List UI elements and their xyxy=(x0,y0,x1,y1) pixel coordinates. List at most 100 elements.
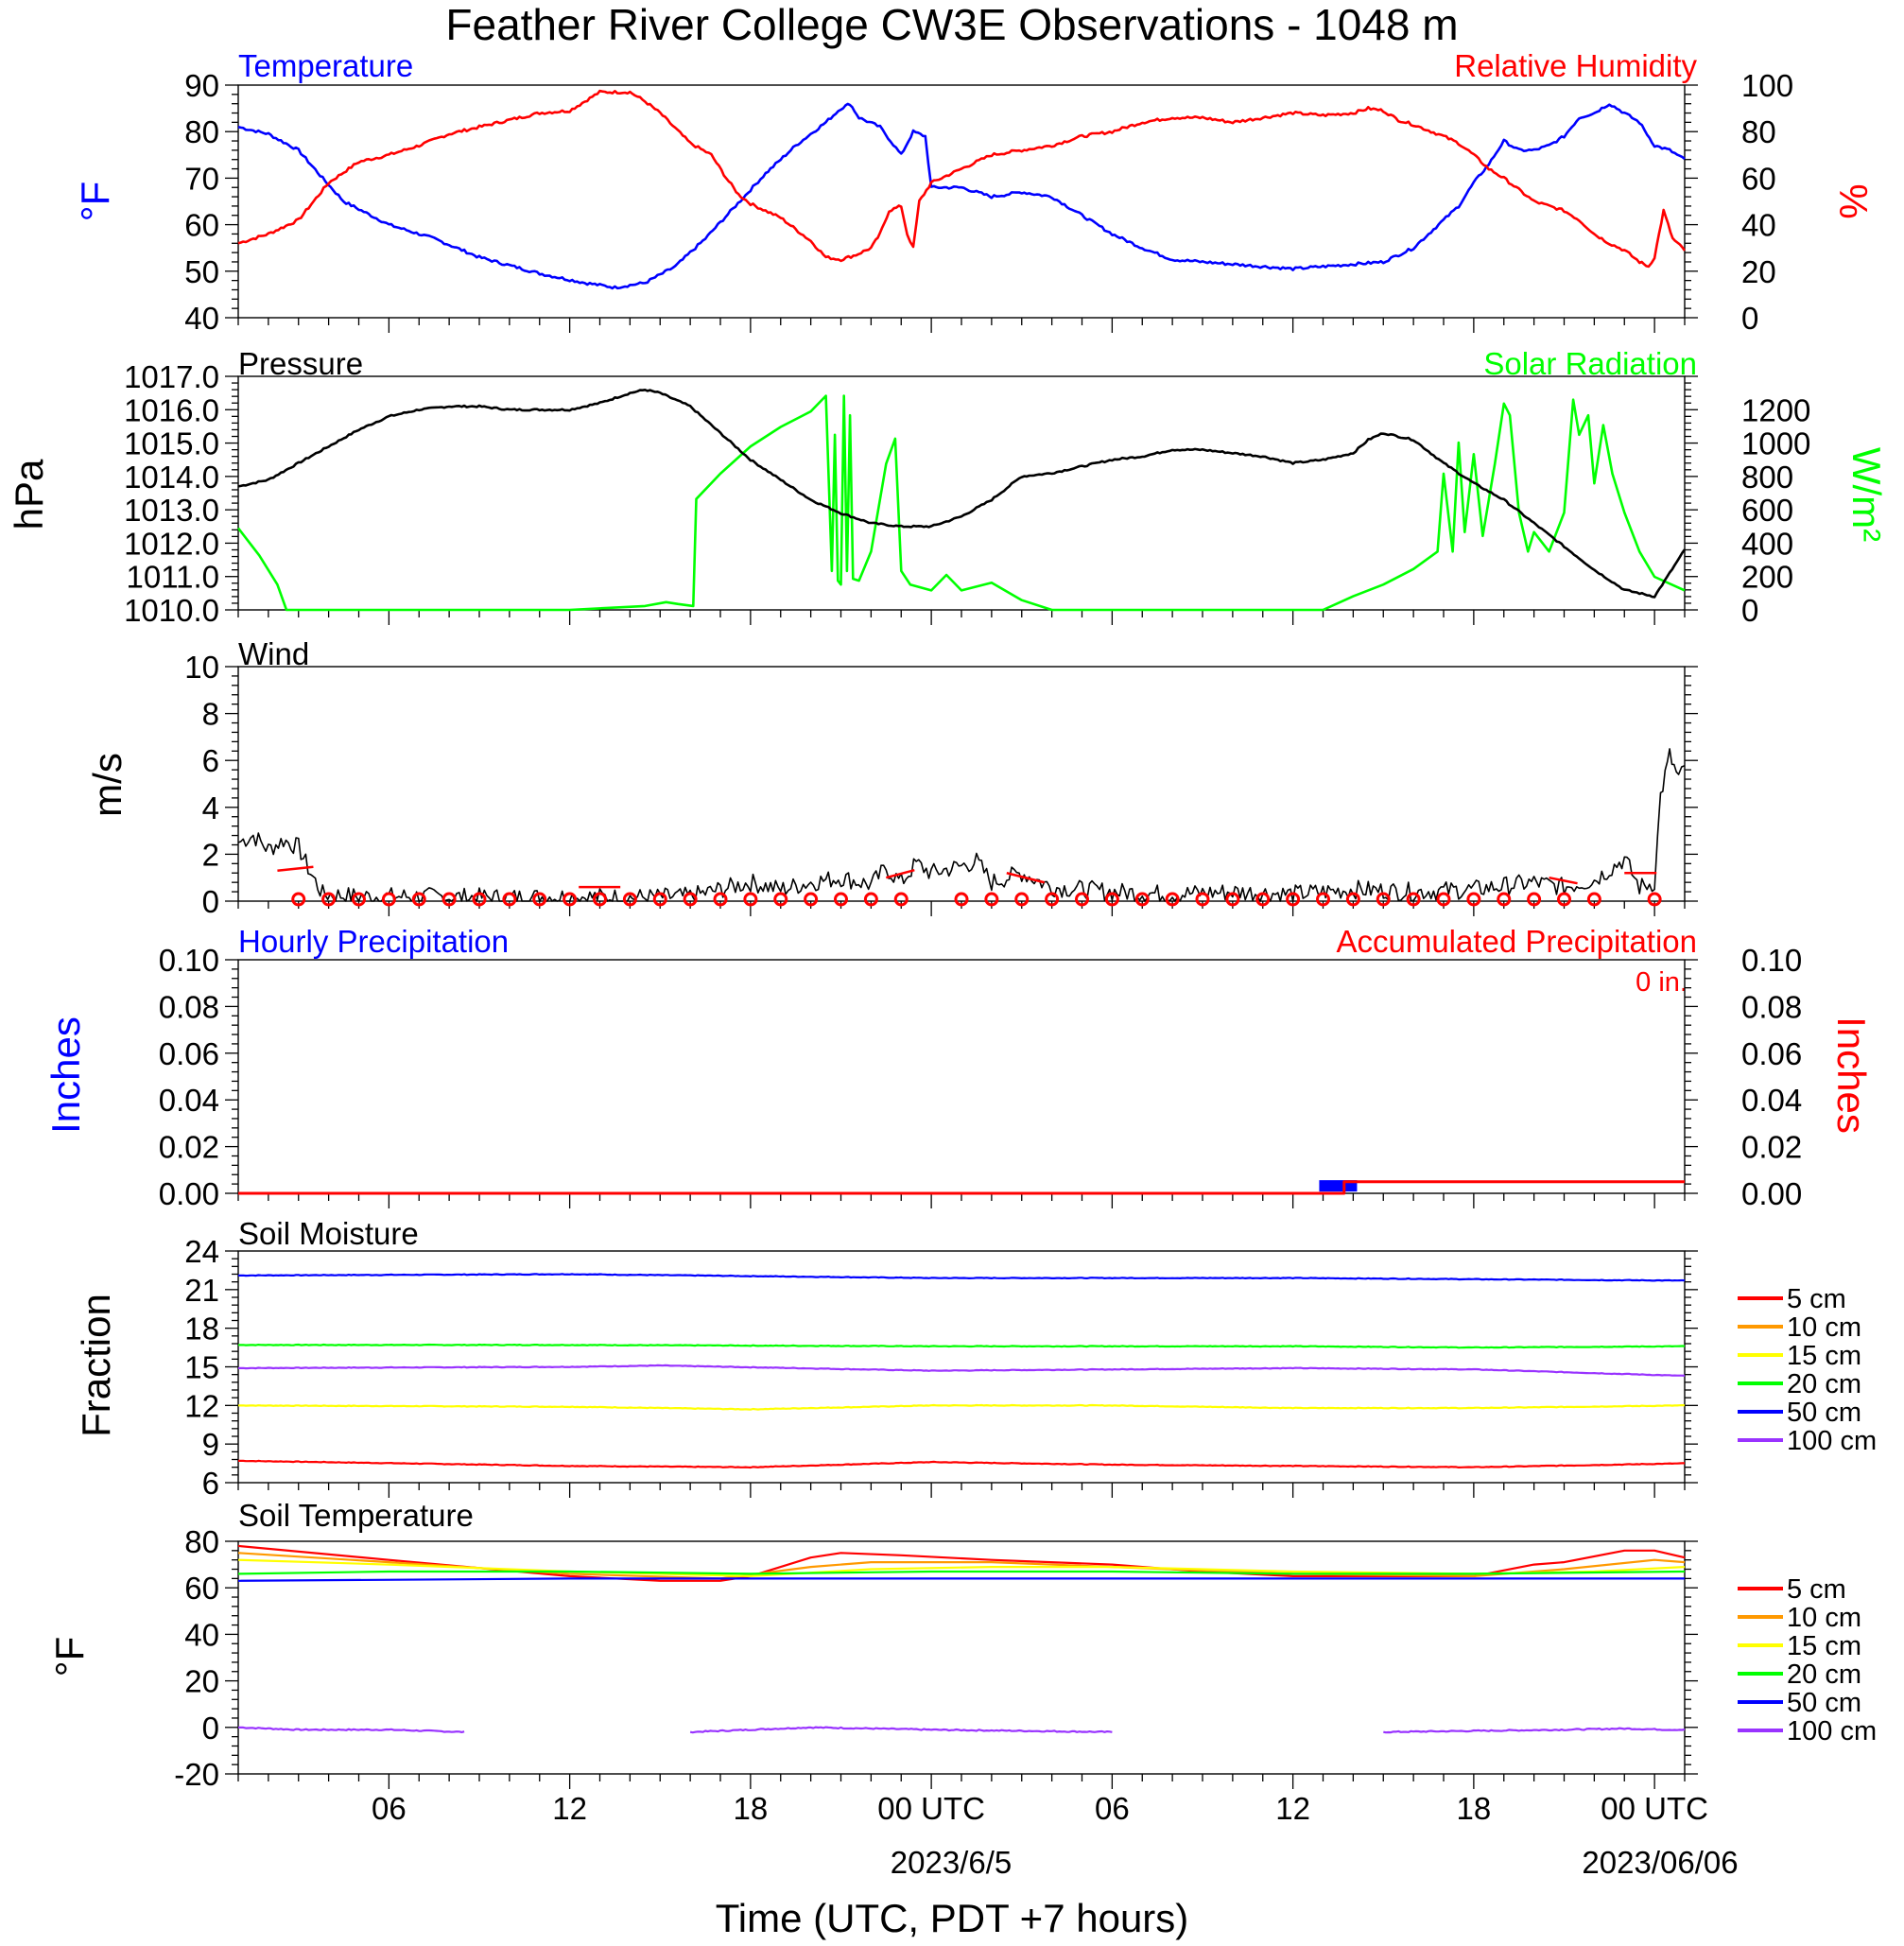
wind-barb xyxy=(1006,872,1046,884)
y-right-tick-label: 60 xyxy=(1741,161,1776,196)
y-tick-label: 4 xyxy=(202,791,219,825)
legend-label: 5 cm xyxy=(1787,1284,1846,1314)
y-right-tick-label: 100 xyxy=(1741,68,1793,103)
calm-wind-marker xyxy=(502,892,517,907)
wind-barb xyxy=(277,865,314,873)
date-label-2: 2023/06/06 xyxy=(1582,1845,1738,1880)
legend-label: 50 cm xyxy=(1787,1398,1861,1428)
y-tick-label: 10 xyxy=(184,650,219,685)
solar-unit: W/m² xyxy=(1844,447,1889,542)
calm-wind-marker xyxy=(1345,892,1360,907)
soil-temp-line xyxy=(237,1570,1686,1575)
y-tick-label: 0 xyxy=(202,884,219,919)
calm-wind-marker xyxy=(1255,892,1271,907)
legend-label: 15 cm xyxy=(1787,1341,1861,1371)
y-tick-label: 1016.0 xyxy=(124,392,219,427)
legend-label: 5 cm xyxy=(1787,1574,1846,1605)
wind-barb xyxy=(885,868,915,879)
y-tick-label: 60 xyxy=(184,1571,219,1606)
panel-wind: 0 2 4 6 8 10 xyxy=(184,650,1698,919)
x-tick-label: 18 xyxy=(734,1791,769,1826)
y-tick-label: 90 xyxy=(184,68,219,103)
x-tick-label: 00 UTC xyxy=(1601,1791,1708,1826)
solar-label: Solar Radiation xyxy=(1483,346,1697,381)
calm-wind-marker xyxy=(1286,892,1301,907)
temperature-unit: °F xyxy=(73,182,117,221)
calm-wind-marker xyxy=(1165,892,1180,907)
precip-right-unit: Inches xyxy=(1829,1016,1874,1134)
y-tick-label: 80 xyxy=(184,114,219,149)
y-right-tick-label: 0.10 xyxy=(1741,943,1802,978)
calm-wind-marker xyxy=(352,892,366,907)
legend-label: 20 cm xyxy=(1787,1659,1861,1690)
y-tick-label: 1013.0 xyxy=(124,493,219,528)
soil-temp-line xyxy=(237,1544,1686,1582)
calm-wind-marker xyxy=(1045,892,1060,907)
y-tick-label: 9 xyxy=(202,1427,219,1462)
soil-moisture-line xyxy=(237,1403,1686,1411)
calm-wind-marker xyxy=(1316,892,1330,907)
precip-left-unit: Inches xyxy=(43,1016,88,1134)
y-tick-label: 0.04 xyxy=(159,1083,219,1118)
soil-moisture-line xyxy=(238,1459,1685,1469)
panel-precip: 0.00 0.00 0.02 0.02 0.04 0.04 0.06 0.06 0.08 0.08… xyxy=(159,943,1802,1211)
y-right-tick-label: 40 xyxy=(1741,208,1776,243)
y-right-tick-label: 0.02 xyxy=(1741,1130,1802,1165)
y-tick-label: 70 xyxy=(184,161,219,196)
pressure-unit: hPa xyxy=(7,459,51,530)
y-tick-label: -20 xyxy=(174,1757,219,1792)
calm-wind-marker xyxy=(652,892,667,907)
y-tick-label: 40 xyxy=(184,1617,219,1652)
calm-wind-marker xyxy=(381,892,396,907)
x-tick-label: 18 xyxy=(1457,1791,1492,1826)
calm-wind-marker xyxy=(622,892,637,907)
y-tick-label: 40 xyxy=(184,301,219,336)
calm-wind-marker xyxy=(441,892,457,907)
y-tick-label: 12 xyxy=(184,1388,219,1423)
hourly-precip-label: Hourly Precipitation xyxy=(238,924,509,959)
y-tick-label: 60 xyxy=(184,208,219,243)
legend-label: 20 cm xyxy=(1787,1369,1861,1399)
x-tick-label: 06 xyxy=(372,1791,407,1826)
calm-wind-marker xyxy=(1406,892,1421,907)
y-tick-label: 0.06 xyxy=(159,1036,219,1071)
y-tick-label: 0.10 xyxy=(159,943,219,978)
soil-temp-line xyxy=(237,1552,1686,1580)
y-tick-label: 0.00 xyxy=(159,1176,219,1211)
calm-wind-marker xyxy=(1225,892,1240,907)
calm-wind-marker xyxy=(1075,892,1089,907)
y-right-tick-label: 1000 xyxy=(1741,426,1810,461)
y-right-tick-label: 800 xyxy=(1741,460,1793,495)
legend-label: 100 cm xyxy=(1787,1716,1877,1746)
y-tick-label: 6 xyxy=(202,743,219,778)
solar-radiation-line xyxy=(236,394,1686,612)
y-tick-label: 18 xyxy=(184,1312,219,1347)
y-tick-label: 6 xyxy=(202,1466,219,1501)
date-label-1: 2023/6/5 xyxy=(891,1845,1012,1880)
y-tick-label: 8 xyxy=(202,697,219,732)
wind-barb xyxy=(1549,876,1578,885)
calm-wind-marker xyxy=(1466,892,1481,907)
soil-temp-line xyxy=(237,1577,1685,1582)
calm-wind-marker xyxy=(321,892,337,907)
panel-temp_rh: 40 0 50 20 60 40 70 60 80 80 90 100 xyxy=(184,68,1793,336)
x-tick-label: 12 xyxy=(552,1791,587,1826)
panel-pressure_solar: 1010.0 0 1011.0 200 1012.0 400 1013.0 600 1014.0… xyxy=(124,359,1810,628)
y-tick-label: 1014.0 xyxy=(124,460,219,495)
soil-moisture-unit: Fraction xyxy=(74,1294,118,1437)
y-tick-label: 1010.0 xyxy=(124,593,219,628)
y-right-tick-label: 0 xyxy=(1741,593,1758,628)
panel-frame xyxy=(237,375,1686,611)
y-tick-label: 21 xyxy=(184,1273,219,1308)
calm-wind-marker xyxy=(1527,892,1542,907)
accum-precip-line xyxy=(238,1180,1685,1195)
calm-wind-marker xyxy=(683,892,698,907)
humidity-unit: % xyxy=(1831,183,1876,218)
humidity-line xyxy=(237,89,1687,269)
y-right-tick-label: 600 xyxy=(1741,493,1793,528)
panel-soil_temp: -20 0 20 40 60 80 xyxy=(174,1524,1698,1792)
y-right-tick-label: 80 xyxy=(1741,114,1776,149)
soil-moisture-line xyxy=(238,1343,1686,1349)
